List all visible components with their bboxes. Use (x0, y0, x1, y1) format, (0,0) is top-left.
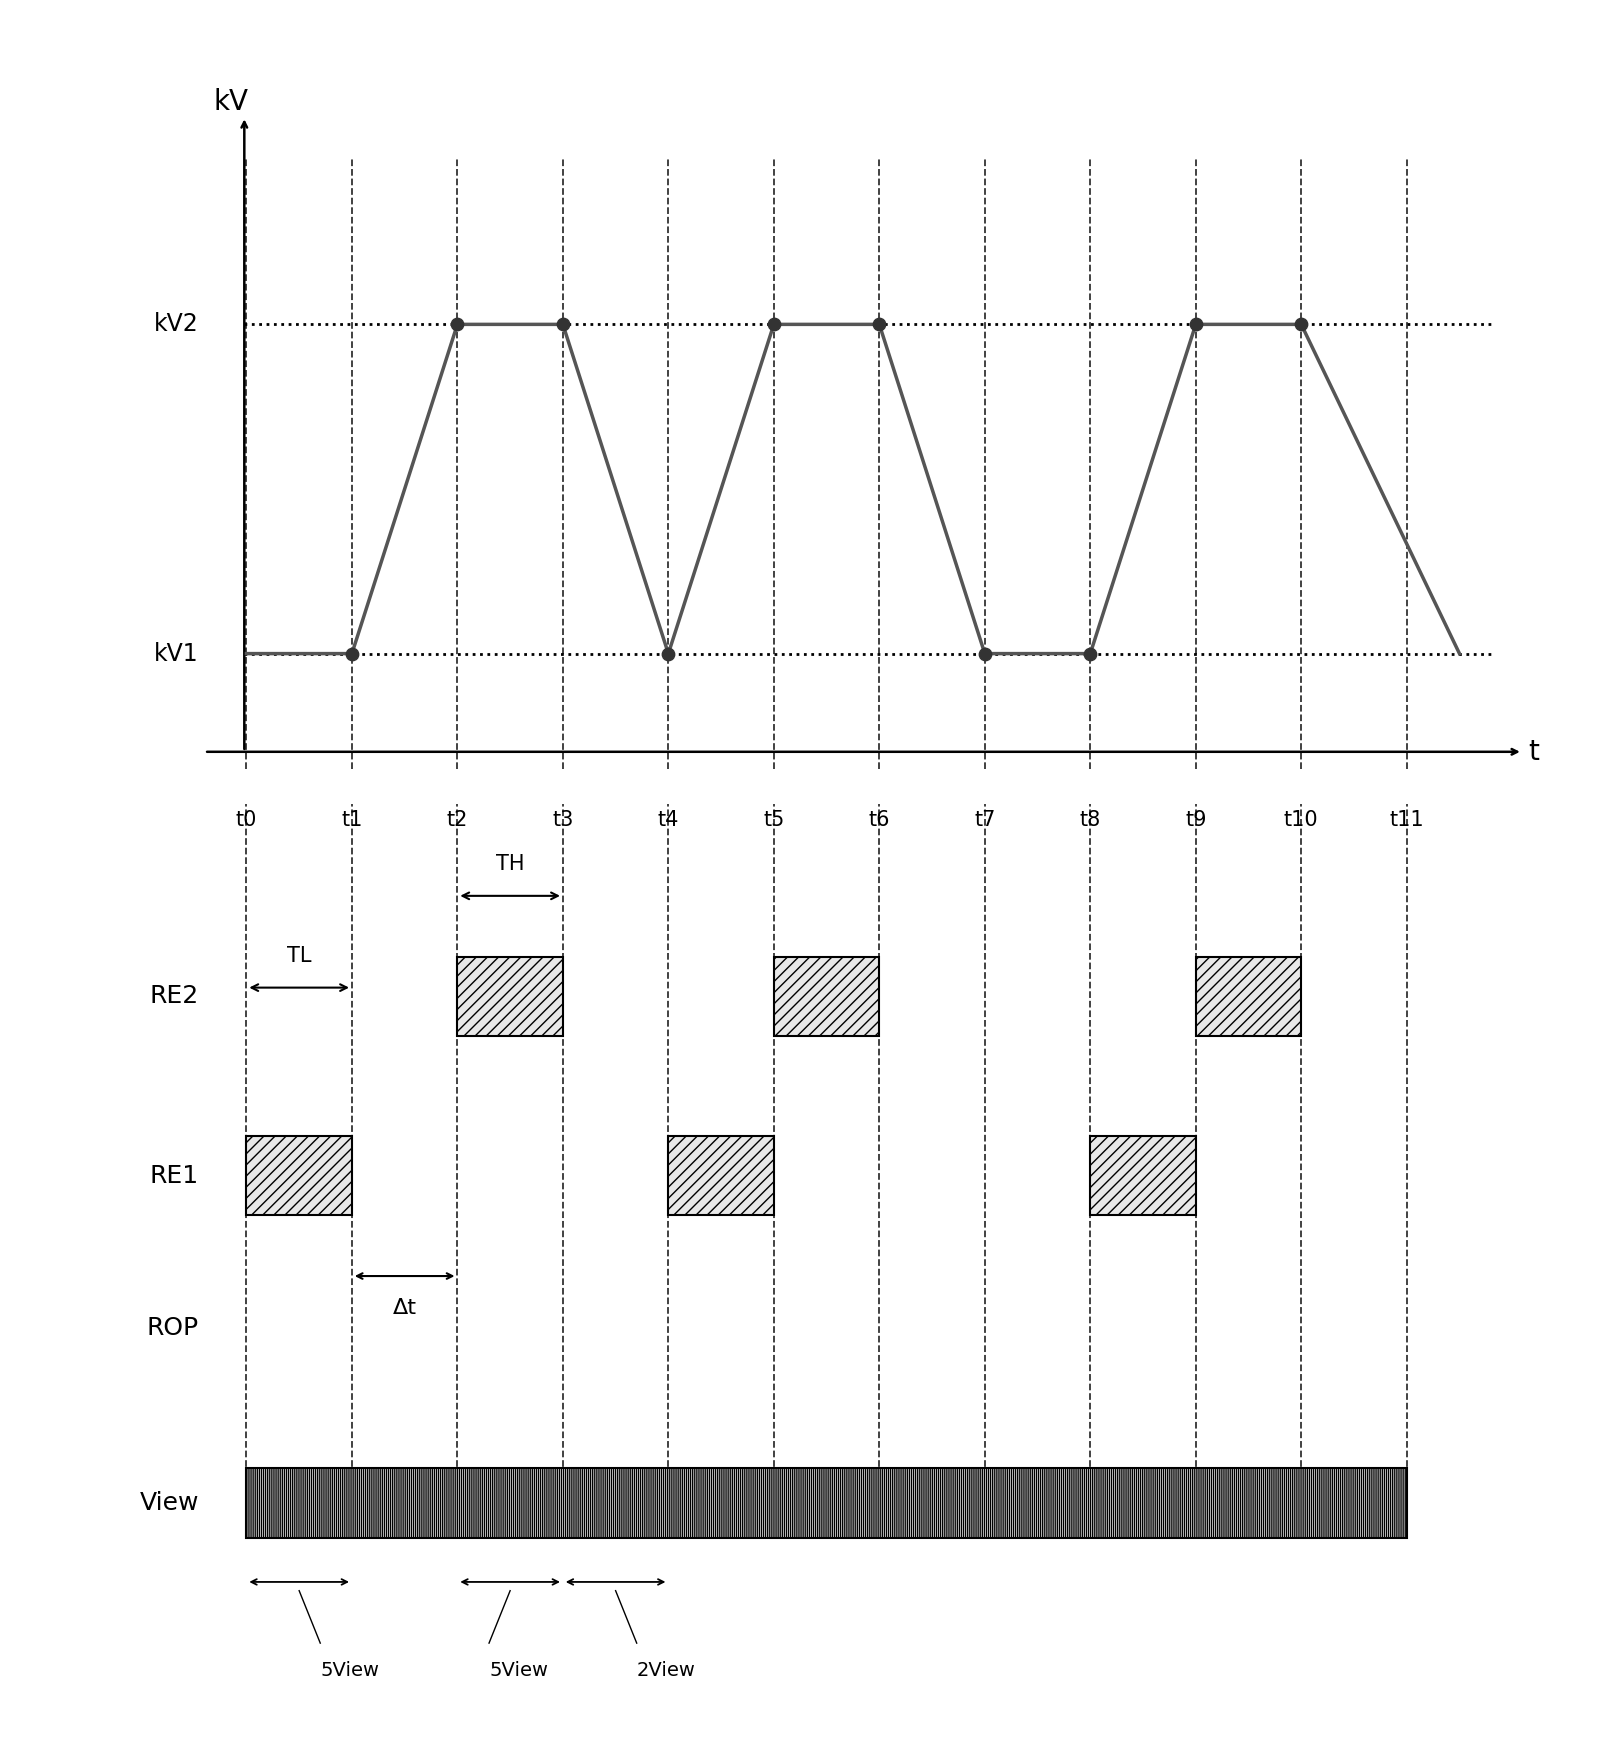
Text: t3: t3 (552, 809, 573, 830)
Text: TL: TL (287, 946, 312, 965)
Text: t6: t6 (868, 809, 889, 830)
Point (760, 311, 786, 339)
Point (550, 311, 576, 339)
Text: TH: TH (495, 855, 525, 874)
Text: t11: t11 (1390, 809, 1424, 830)
Text: t7: t7 (975, 809, 996, 830)
Bar (1196, 958, 1301, 1035)
Bar (457, 958, 563, 1035)
Text: ROP: ROP (147, 1316, 199, 1341)
Point (1288, 311, 1314, 339)
Text: t0: t0 (236, 809, 257, 830)
Text: t8: t8 (1080, 809, 1101, 830)
Text: Δt: Δt (392, 1297, 416, 1318)
Bar (668, 1136, 773, 1215)
Point (339, 640, 365, 668)
Text: t2: t2 (447, 809, 468, 830)
Text: RE2: RE2 (150, 984, 199, 1009)
Point (972, 640, 997, 668)
Bar (247, 1136, 352, 1215)
Point (1078, 640, 1104, 668)
Text: 5View: 5View (489, 1661, 549, 1680)
Text: t5: t5 (763, 809, 784, 830)
Point (867, 311, 893, 339)
Bar (773, 958, 880, 1035)
Text: RE1: RE1 (150, 1164, 199, 1187)
Text: t10: t10 (1283, 809, 1319, 830)
Text: kV1: kV1 (155, 642, 199, 666)
Text: kV: kV (213, 89, 249, 117)
Text: t: t (1528, 738, 1538, 766)
Text: View: View (139, 1491, 199, 1516)
Text: 2View: 2View (636, 1661, 696, 1680)
Text: kV2: kV2 (155, 313, 199, 336)
Bar (1091, 1136, 1196, 1215)
Text: t9: t9 (1185, 809, 1207, 830)
Point (655, 640, 681, 668)
Point (1183, 311, 1209, 339)
Bar (247, 1468, 1407, 1538)
Point (444, 311, 470, 339)
Text: 5View: 5View (320, 1661, 379, 1680)
Text: t1: t1 (341, 809, 363, 830)
Text: t4: t4 (657, 809, 679, 830)
